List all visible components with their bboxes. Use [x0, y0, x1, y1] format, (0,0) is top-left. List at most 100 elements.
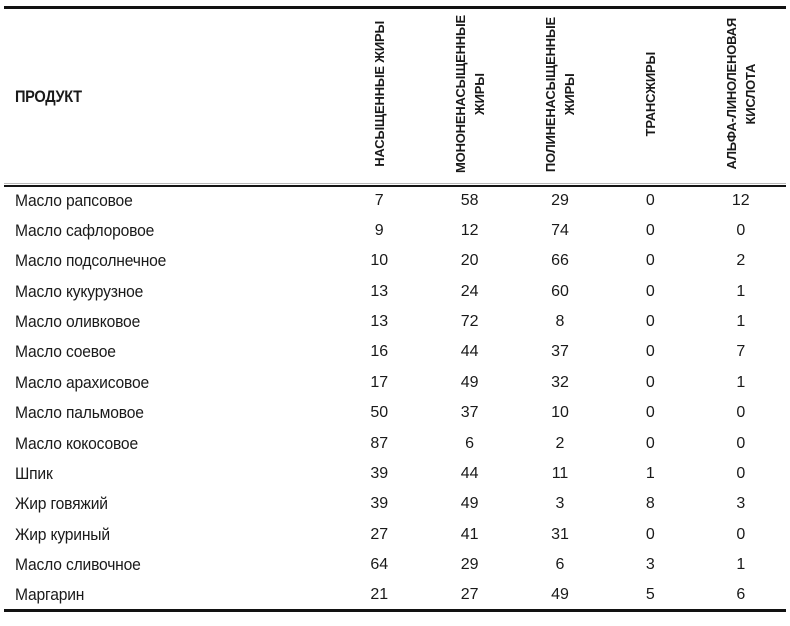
saturated-fats-value: 21	[370, 585, 389, 603]
product-name: Масло соевое	[15, 342, 116, 362]
table-row: Масло рапсовое 7 58 29 0 12	[4, 186, 786, 216]
table-row: Жир куриный 27 41 31 0 0	[4, 519, 786, 549]
polyunsaturated-fats-value: 3	[555, 495, 565, 513]
product-name: Масло подсолнечное	[15, 251, 167, 271]
saturated-fats-value: 39	[370, 495, 389, 513]
product-name: Маргарин	[15, 584, 85, 604]
saturated-fats-value: 13	[370, 282, 389, 300]
product-name-cell: Масло пальмовое	[4, 398, 334, 428]
table-row: Масло сафлоровое 9 12 74 0 0	[4, 216, 786, 246]
table-body: Масло рапсовое 7 58 29 0 12 Масло сафлор…	[4, 186, 786, 611]
table-row: Маргарин 21 27 49 5 6	[4, 580, 786, 610]
alpha-linolenic-acid-header-label: АЛЬФА-ЛИНОЛЕНОВАЯ КИСЛОТА	[723, 18, 758, 170]
column-header-trans-fats: ТРАНСЖИРЫ	[605, 7, 696, 187]
saturated-fats-header-label: НАСЫЩЕННЫЕ ЖИРЫ	[371, 21, 387, 168]
table-row: Масло арахисовое 17 49 32 0 1	[4, 368, 786, 398]
polyunsaturated-fats-value: 29	[551, 192, 569, 210]
alpha-linolenic-acid-value: 0	[736, 434, 746, 452]
trans-fats-value: 0	[645, 434, 655, 452]
column-header-product: ПРОДУКТ	[4, 7, 335, 187]
monounsaturated-fats-value: 20	[460, 252, 479, 270]
alpha-linolenic-acid-value: 12	[731, 192, 750, 210]
monounsaturated-fats-value: 41	[460, 525, 479, 543]
saturated-fats-value: 16	[370, 343, 389, 361]
product-name: Масло кокосовое	[15, 433, 138, 453]
alpha-linolenic-acid-value: 1	[736, 555, 746, 573]
monounsaturated-fats-value: 72	[460, 313, 479, 331]
alpha-linolenic-acid-value: 3	[736, 495, 746, 513]
table-row: Масло пальмовое 50 37 10 0 0	[4, 398, 786, 428]
alpha-linolenic-acid-value: 0	[736, 464, 746, 482]
monounsaturated-fats-value: 49	[460, 495, 479, 513]
saturated-fats-value: 13	[370, 313, 389, 331]
product-name-cell: Жир говяжий	[4, 489, 334, 519]
trans-fats-value: 0	[645, 404, 655, 422]
product-name: Масло кукурузное	[15, 281, 144, 301]
table-row: Масло кукурузное 13 24 60 0 1	[4, 277, 786, 307]
trans-fats-value: 0	[645, 373, 655, 391]
product-name-cell: Масло сливочное	[4, 550, 334, 580]
alpha-linolenic-acid-value: 0	[736, 525, 746, 543]
trans-fats-value: 0	[645, 252, 655, 270]
table-row: Масло соевое 16 44 37 0 7	[4, 337, 786, 367]
saturated-fats-value: 17	[370, 373, 389, 391]
product-name-cell: Масло подсолнечное	[4, 246, 334, 276]
trans-fats-header-label: ТРАНСЖИРЫ	[642, 52, 658, 137]
product-name-cell: Маргарин	[4, 580, 334, 610]
column-header-monounsaturated-fats: МОНОНЕНАСЫЩЕННЫЕ ЖИРЫ	[424, 7, 515, 187]
product-name: Масло пальмовое	[15, 403, 144, 423]
column-header-alpha-linolenic-acid: АЛЬФА-ЛИНОЛЕНОВАЯ КИСЛОТА	[695, 7, 786, 187]
alpha-linolenic-acid-value: 2	[736, 252, 746, 270]
polyunsaturated-fats-value: 8	[555, 313, 565, 331]
monounsaturated-fats-value: 29	[460, 555, 479, 573]
polyunsaturated-fats-header-label: ПОЛИНЕНАСЫЩЕННЫЕ ЖИРЫ	[542, 16, 577, 172]
monounsaturated-fats-value: 58	[460, 192, 479, 210]
table-row: Шпик 39 44 11 1 0	[4, 459, 786, 489]
trans-fats-value: 8	[645, 495, 655, 513]
product-name: Жир говяжий	[15, 494, 108, 514]
monounsaturated-fats-value: 12	[460, 222, 479, 240]
saturated-fats-value: 27	[370, 525, 389, 543]
trans-fats-value: 0	[645, 525, 655, 543]
monounsaturated-fats-value: 6	[465, 434, 475, 452]
product-name: Масло арахисовое	[15, 372, 150, 392]
trans-fats-value: 0	[645, 282, 655, 300]
monounsaturated-fats-header-label: МОНОНЕНАСЫЩЕННЫЕ ЖИРЫ	[452, 15, 487, 174]
table-row: Масло сливочное 64 29 6 3 1	[4, 550, 786, 580]
saturated-fats-value: 10	[370, 252, 389, 270]
polyunsaturated-fats-value: 37	[551, 343, 569, 361]
alpha-linolenic-acid-value: 6	[736, 585, 746, 603]
product-name-cell: Масло арахисовое	[4, 368, 334, 398]
alpha-linolenic-acid-value: 1	[736, 313, 746, 331]
polyunsaturated-fats-value: 10	[551, 404, 569, 422]
product-name-cell: Масло рапсовое	[4, 186, 334, 216]
saturated-fats-value: 64	[370, 555, 389, 573]
product-name: Масло оливковое	[15, 312, 141, 332]
column-header-saturated-fats: НАСЫЩЕННЫЕ ЖИРЫ	[334, 7, 425, 187]
column-header-polyunsaturated-fats: ПОЛИНЕНАСЫЩЕННЫЕ ЖИРЫ	[514, 7, 606, 187]
table-row: Масло кокосовое 87 6 2 0 0	[4, 428, 786, 458]
table-header: ПРОДУКТ НАСЫЩЕННЫЕ ЖИРЫ МОНОНЕНАСЫЩЕННЫЕ…	[4, 7, 786, 187]
product-name: Масло сафлоровое	[15, 221, 155, 241]
product-name-cell: Масло оливковое	[4, 307, 334, 337]
product-name-cell: Жир куриный	[4, 519, 334, 549]
polyunsaturated-fats-value: 6	[555, 555, 565, 573]
table-row: Масло подсолнечное 10 20 66 0 2	[4, 246, 786, 276]
trans-fats-value: 0	[645, 222, 655, 240]
product-name: Масло сливочное	[15, 554, 141, 574]
product-name: Жир куриный	[15, 524, 110, 544]
monounsaturated-fats-value: 44	[460, 343, 479, 361]
saturated-fats-value: 7	[374, 192, 384, 210]
alpha-linolenic-acid-value: 0	[736, 404, 746, 422]
product-name-cell: Масло соевое	[4, 337, 334, 367]
product-name-cell: Шпик	[4, 459, 334, 489]
trans-fats-value: 0	[645, 192, 655, 210]
trans-fats-value: 3	[645, 555, 655, 573]
table-row: Масло оливковое 13 72 8 0 1	[4, 307, 786, 337]
polyunsaturated-fats-value: 11	[551, 464, 569, 482]
polyunsaturated-fats-value: 2	[555, 434, 565, 452]
product-name: Шпик	[15, 463, 53, 483]
page: ПРОДУКТ НАСЫЩЕННЫЕ ЖИРЫ МОНОНЕНАСЫЩЕННЫЕ…	[4, 6, 786, 613]
polyunsaturated-fats-value: 66	[551, 252, 569, 270]
product-name-cell: Масло кукурузное	[4, 277, 334, 307]
